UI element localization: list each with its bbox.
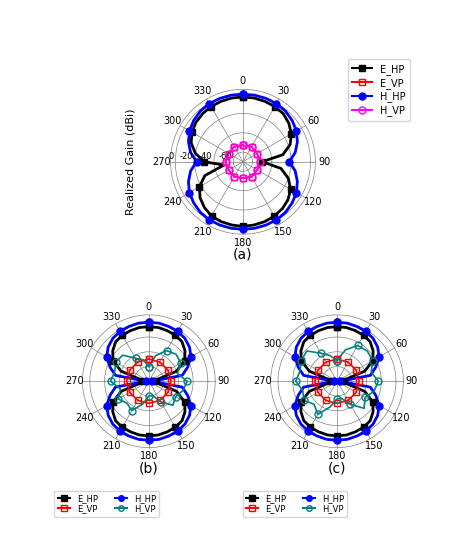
Text: 60: 60 xyxy=(207,339,219,349)
Text: 30: 30 xyxy=(277,86,290,96)
Text: 330: 330 xyxy=(193,86,211,96)
Legend: E_HP, E_VP, H_HP, H_VP: E_HP, E_VP, H_HP, H_VP xyxy=(347,59,410,121)
Text: 150: 150 xyxy=(177,441,195,450)
Text: 60: 60 xyxy=(307,116,319,126)
Text: 240: 240 xyxy=(264,414,282,423)
Text: 180: 180 xyxy=(234,238,252,248)
Legend: E_HP, E_VP, H_HP, H_VP: E_HP, E_VP, H_HP, H_VP xyxy=(243,490,347,517)
Text: 90: 90 xyxy=(405,376,418,386)
Text: 180: 180 xyxy=(140,450,158,461)
Text: 240: 240 xyxy=(75,414,94,423)
Text: 270: 270 xyxy=(65,376,84,386)
Text: (c): (c) xyxy=(328,462,346,476)
Text: 300: 300 xyxy=(164,116,182,126)
Text: 150: 150 xyxy=(274,227,293,237)
Text: 330: 330 xyxy=(102,312,121,322)
Text: 0: 0 xyxy=(240,76,246,86)
Text: -20: -20 xyxy=(180,152,193,161)
Text: 30: 30 xyxy=(180,312,192,322)
Text: 300: 300 xyxy=(264,339,282,349)
Text: (a): (a) xyxy=(233,247,253,261)
Text: 330: 330 xyxy=(291,312,309,322)
Text: 30: 30 xyxy=(368,312,380,322)
Text: 120: 120 xyxy=(204,414,222,423)
Text: 60: 60 xyxy=(395,339,408,349)
Text: 210: 210 xyxy=(291,441,309,450)
Text: (b): (b) xyxy=(139,462,159,476)
Text: 210: 210 xyxy=(193,227,211,237)
Legend: E_HP, E_VP, H_HP, H_VP: E_HP, E_VP, H_HP, H_VP xyxy=(55,490,159,517)
Text: 120: 120 xyxy=(304,197,322,207)
Text: -40: -40 xyxy=(199,152,212,161)
Text: 0: 0 xyxy=(146,302,152,312)
Text: -60: -60 xyxy=(218,152,232,161)
Text: Realized Gain (dBi): Realized Gain (dBi) xyxy=(126,109,136,215)
Text: 270: 270 xyxy=(153,157,171,167)
Text: 120: 120 xyxy=(392,414,410,423)
Text: 90: 90 xyxy=(217,376,229,386)
Text: 150: 150 xyxy=(365,441,383,450)
Text: 0: 0 xyxy=(334,302,340,312)
Text: 90: 90 xyxy=(318,157,330,167)
Text: 240: 240 xyxy=(164,197,182,207)
Text: 180: 180 xyxy=(328,450,346,461)
Text: 0: 0 xyxy=(169,152,174,161)
Text: 210: 210 xyxy=(102,441,121,450)
Text: 300: 300 xyxy=(75,339,94,349)
Text: 270: 270 xyxy=(254,376,272,386)
